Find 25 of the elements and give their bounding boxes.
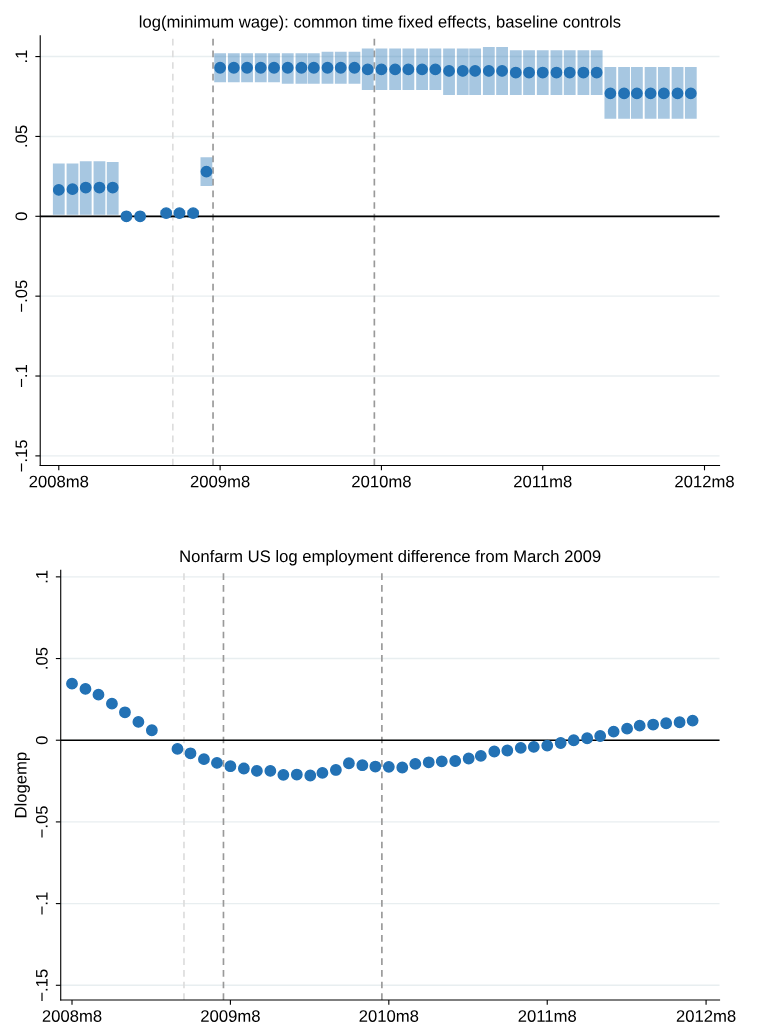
y-tick-label: −.05 [35, 806, 48, 838]
x-tick-label: 2012m8 [675, 475, 734, 488]
x-tick-label: 2012m8 [676, 1010, 736, 1022]
y-tick-label: 0 [15, 212, 28, 221]
y-tick-label: .1 [15, 50, 28, 62]
y-tick-label: .05 [35, 647, 48, 669]
chart-title: log(minimum wage): common time fixed effects, baseline controls [139, 15, 621, 31]
y-tick-label: .05 [15, 125, 28, 147]
chart-title: Nonfarm US log employment difference from March 2009 [180, 549, 601, 566]
x-tick-label: 2010m8 [359, 1010, 419, 1022]
x-tick-label: 2008m8 [29, 475, 89, 488]
x-tick-label: 2010m8 [352, 475, 411, 488]
y-tick-label: −.15 [15, 440, 28, 472]
x-tick-label: 2011m8 [518, 1010, 577, 1022]
y-tick-label: −.1 [15, 365, 28, 388]
y-tick-label: .1 [36, 570, 48, 583]
y-tick-label: −.15 [36, 969, 48, 1001]
y-axis-title: Dlogemp [14, 752, 30, 818]
x-tick-label: 2009m8 [201, 1010, 260, 1022]
x-tick-label: 2009m8 [190, 475, 250, 488]
x-tick-label: 2011m8 [514, 475, 572, 488]
y-tick-label: 0 [35, 736, 48, 745]
y-tick-label: −.1 [36, 892, 48, 915]
x-tick-label: 2008m8 [42, 1010, 102, 1022]
y-tick-label: −.05 [15, 280, 28, 312]
